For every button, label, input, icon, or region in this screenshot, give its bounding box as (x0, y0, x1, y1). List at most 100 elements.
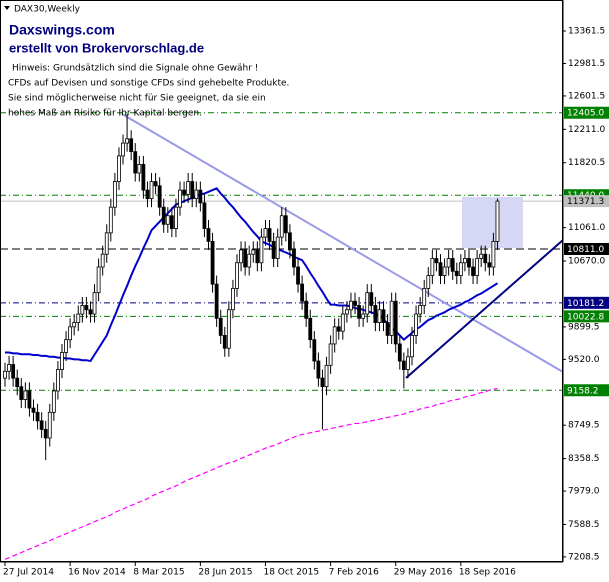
candle-body (300, 283, 305, 302)
candle-body (72, 322, 77, 328)
candle-body (108, 206, 113, 234)
candle-body (287, 232, 292, 251)
candle-body (174, 206, 178, 229)
candle-body (251, 249, 256, 255)
disclaimer: CFDs auf Devisen und sonstige CFDs sind … (8, 79, 289, 89)
candle-body (401, 360, 406, 370)
x-tick-label: 29 May 2016 (394, 568, 453, 578)
candle-body (414, 313, 418, 336)
candle-body (178, 189, 182, 208)
candle-body (11, 364, 16, 379)
candle-body (206, 228, 211, 242)
candle-body (145, 189, 150, 200)
candle-body (218, 317, 223, 336)
candle-body (454, 270, 459, 276)
candle-body (442, 266, 447, 276)
candle-body (312, 339, 317, 362)
disclaimer: Sie sind möglicherweise nicht für Sie ge… (8, 94, 266, 104)
disclaimer: hohes Maß an Risiko für Ihr Kapital berg… (8, 109, 202, 119)
level-label-bg (564, 384, 609, 397)
candle-body (385, 322, 390, 336)
candle-body (133, 151, 138, 174)
candle-body (43, 429, 48, 439)
y-tick-label: 12981.5 (568, 59, 605, 69)
candle-body (27, 390, 32, 409)
candle-body (235, 262, 239, 289)
y-tick-label: 8358.5 (568, 454, 600, 464)
candle-body (487, 262, 492, 268)
candle-body (243, 249, 248, 268)
candle-body (51, 390, 56, 413)
y-tick-label: 8749.5 (568, 421, 600, 431)
y-tick-label: 11820.5 (568, 158, 605, 168)
candle-body (182, 189, 186, 195)
candle-body (418, 305, 423, 315)
candle-body (344, 309, 349, 315)
trend-line (121, 113, 564, 373)
candle-body (64, 339, 68, 353)
candle-body (365, 292, 370, 315)
candle-body (275, 236, 280, 259)
candle-body (226, 309, 231, 349)
level-label: 11371.3 (567, 197, 604, 207)
candle-body (296, 266, 300, 285)
candle-body (467, 258, 471, 268)
candle-body (434, 258, 439, 264)
candle-body (308, 317, 313, 341)
candle-body (406, 356, 410, 370)
candle-body (438, 262, 443, 276)
candle-body (446, 258, 451, 268)
credit: erstellt von Brokervorschlag.de (9, 40, 204, 55)
candle-body (304, 300, 309, 319)
candle-body (283, 215, 288, 234)
candle-body (369, 292, 374, 306)
candle-body (121, 142, 125, 157)
candle-body (239, 249, 243, 264)
candle-body (194, 189, 199, 200)
moving-average (4, 387, 498, 560)
level-label-bg (564, 296, 609, 309)
candle-body (19, 386, 24, 400)
candle-body (332, 326, 337, 345)
candle-body (491, 240, 496, 268)
candle-body (279, 215, 284, 238)
candle-body (169, 215, 174, 229)
x-tick-label: 18 Oct 2015 (263, 568, 319, 578)
candle-body (112, 181, 117, 208)
candle-body (56, 369, 60, 392)
candle-body (458, 262, 463, 276)
level-label: 9158.2 (567, 386, 599, 396)
candle-body (35, 411, 40, 422)
candle-body (198, 189, 203, 204)
level-label: 12405.0 (567, 109, 604, 119)
disclaimer: Hinweis: Grundsätzlich sind die Signale … (12, 64, 258, 74)
x-tick-label: 7 Feb 2016 (329, 568, 380, 578)
chart-title: DAX30,Weekly (14, 5, 81, 15)
menu-icon[interactable] (4, 6, 10, 10)
candle-body (153, 181, 158, 187)
level-label-bg (564, 106, 609, 119)
candle-body (202, 202, 207, 229)
y-tick-label: 12211.0 (568, 125, 605, 135)
candle-body (475, 258, 480, 276)
candle-body (247, 253, 252, 268)
candle-body (377, 309, 382, 323)
candle-body (450, 258, 455, 272)
candle-body (389, 300, 394, 336)
candle-body (349, 300, 353, 311)
candle-body (255, 249, 260, 264)
candle-body (422, 287, 427, 306)
candle-body (104, 232, 109, 255)
candle-body (231, 287, 235, 311)
level-label-bg (564, 310, 609, 323)
site-name: Daxswings.com (9, 22, 115, 38)
y-tick-label: 12601.5 (568, 91, 605, 101)
candle-body (495, 200, 500, 242)
trend-line (405, 239, 564, 379)
candle-body (222, 335, 227, 349)
candle-body (361, 313, 366, 319)
candle-body (410, 335, 414, 358)
candle-body (328, 343, 333, 366)
x-tick-label: 16 Nov 2014 (68, 568, 126, 578)
level-label: 10022.8 (567, 312, 604, 322)
